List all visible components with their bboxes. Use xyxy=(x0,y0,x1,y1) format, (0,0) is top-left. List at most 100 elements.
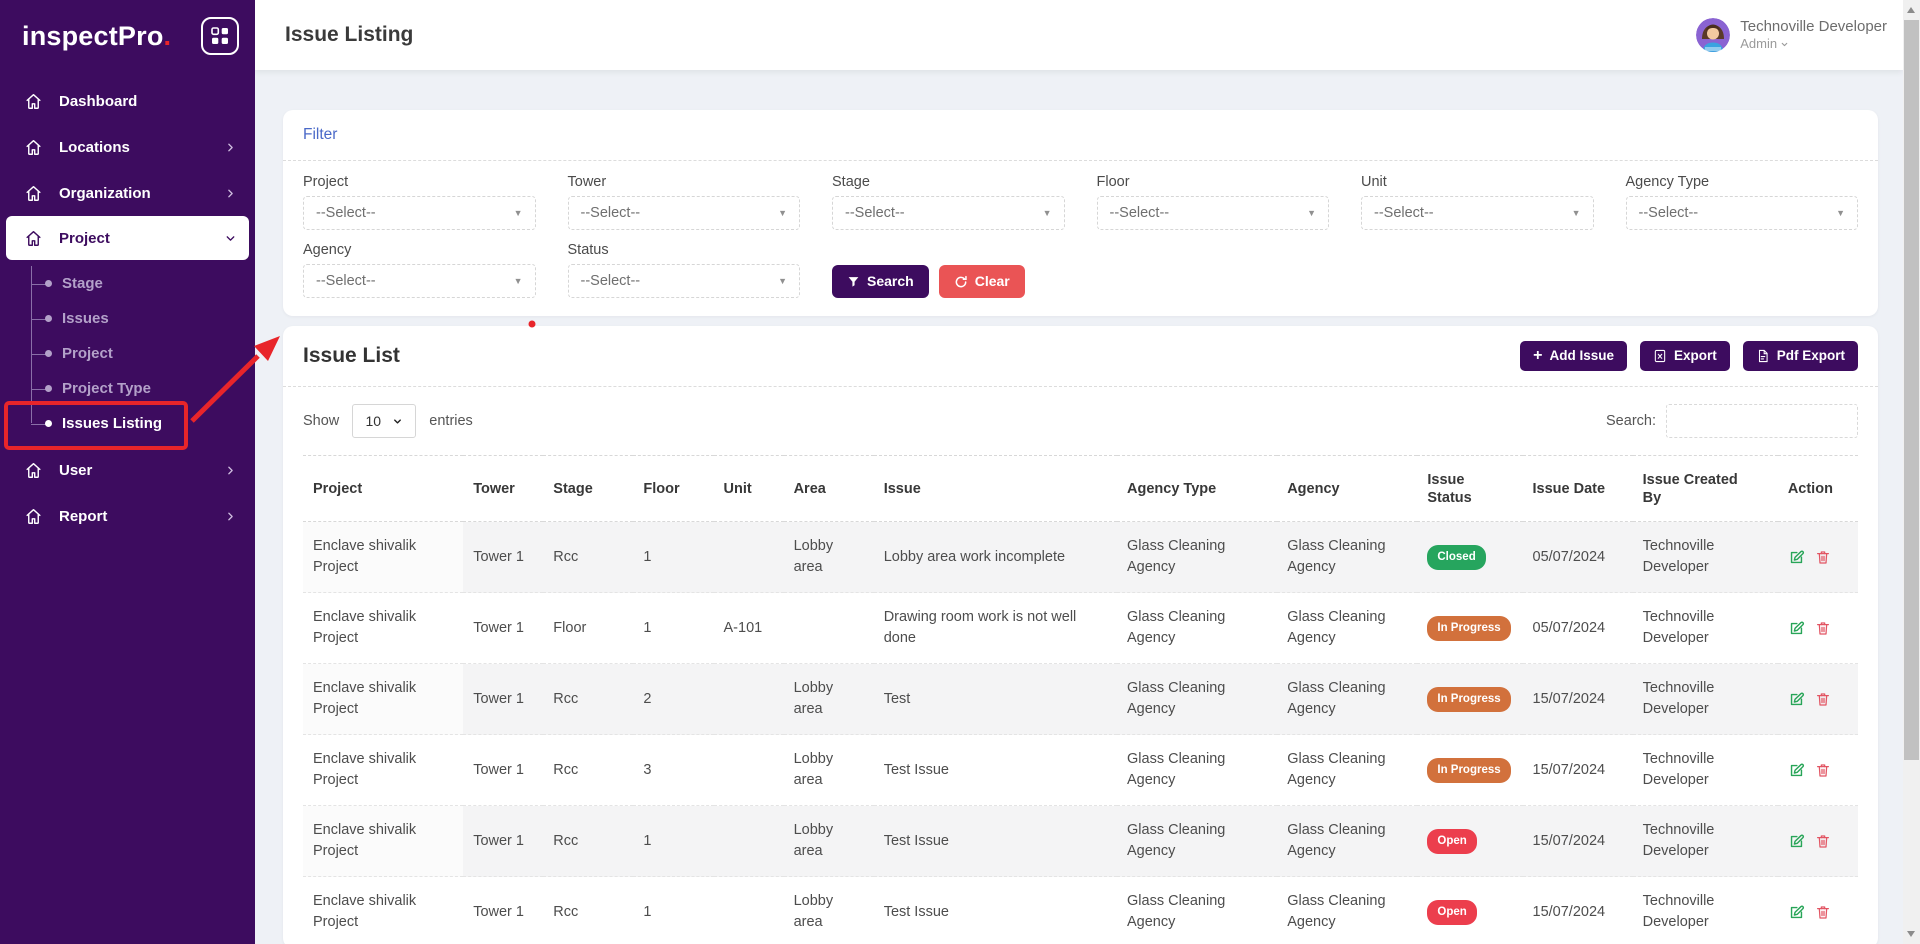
table-search-input[interactable] xyxy=(1666,404,1858,439)
column-header-tower[interactable]: Tower xyxy=(473,480,515,497)
cell-tower: Tower 1 xyxy=(473,903,524,920)
status-badge: Open xyxy=(1427,828,1477,854)
sidebar-item-user[interactable]: User xyxy=(0,447,255,493)
column-header-area[interactable]: Area xyxy=(793,480,826,497)
sidebar-item-report[interactable]: Report xyxy=(0,493,255,539)
column-header-issue[interactable]: Issue xyxy=(883,480,921,497)
column-header-issue-date[interactable]: Issue Date xyxy=(1532,480,1606,497)
cell-tower: Tower 1 xyxy=(473,690,524,707)
cell-created-by: Technoville Developer xyxy=(1642,751,1715,789)
select-arrow-icon: ▼ xyxy=(1307,208,1316,218)
cell-issue: Test Issue xyxy=(883,761,949,778)
sidebar-item-dashboard[interactable]: Dashboard xyxy=(0,78,255,124)
scroll-up-arrow-icon[interactable] xyxy=(1907,7,1915,13)
filter-select-agency-type[interactable]: --Select-- ▼ xyxy=(1625,196,1858,230)
page-size-group: Show 10 entries xyxy=(303,404,473,439)
trash-icon[interactable] xyxy=(1815,833,1831,849)
cell-area: Lobby area xyxy=(793,893,834,931)
status-badge: In Progress xyxy=(1427,686,1511,712)
sidebar-subitem-project[interactable]: Project xyxy=(0,336,255,371)
table-row: Enclave shivalik Project Tower 1 Rcc 1 Lobby… xyxy=(303,805,1858,877)
trash-icon[interactable] xyxy=(1815,762,1831,778)
column-header-action[interactable]: Action xyxy=(1787,480,1833,497)
apps-grid-icon[interactable] xyxy=(201,17,239,55)
sidebar-submenu-project: Stage Issues Project Project Type Issues Lis… xyxy=(0,260,255,447)
trash-icon[interactable] xyxy=(1815,691,1831,707)
edit-icon[interactable] xyxy=(1788,833,1805,850)
scrollbar-thumb[interactable] xyxy=(1904,20,1919,760)
column-header-stage[interactable]: Stage xyxy=(553,480,593,497)
user-text: Technoville Developer Admin xyxy=(1740,18,1887,53)
edit-icon[interactable] xyxy=(1788,620,1805,637)
page-size-select[interactable]: 10 xyxy=(352,404,417,439)
cell-created-by: Technoville Developer xyxy=(1642,893,1715,931)
cell-status: Closed xyxy=(1417,522,1522,593)
filter-actions: Search Clear xyxy=(832,242,1065,298)
cell-date: 15/07/2024 xyxy=(1532,903,1606,920)
sidebar-item-organization[interactable]: Organization xyxy=(0,170,255,216)
column-header-floor[interactable]: Floor xyxy=(643,480,680,497)
clear-button[interactable]: Clear xyxy=(938,265,1025,298)
export-button[interactable]: Export xyxy=(1639,341,1730,372)
select-value: --Select-- xyxy=(316,273,376,289)
user-role[interactable]: Admin xyxy=(1740,36,1887,52)
select-arrow-icon: ▼ xyxy=(1571,208,1581,218)
filter-select-tower[interactable]: --Select-- ▼ xyxy=(567,196,800,230)
filter-field-label: Agency xyxy=(303,242,352,258)
filter-select-agency[interactable]: --Select-- ▼ xyxy=(303,264,536,298)
edit-icon[interactable] xyxy=(1788,904,1805,921)
issues-table: Project Tower Stage Floor Unit Area Issue Agenc… xyxy=(303,455,1858,944)
pdf-export-button[interactable]: Pdf Export xyxy=(1742,341,1858,372)
cell-floor: 1 xyxy=(643,903,652,920)
edit-icon[interactable] xyxy=(1788,549,1805,566)
select-arrow-icon: ▼ xyxy=(778,276,787,286)
row-actions xyxy=(1788,833,1848,850)
sidebar-subitem-issues-listing[interactable]: Issues Listing xyxy=(0,406,255,441)
trash-icon[interactable] xyxy=(1815,549,1831,565)
scroll-down-arrow-icon[interactable] xyxy=(1907,931,1915,937)
table-row: Enclave shivalik Project Tower 1 Floor 1 A-1… xyxy=(303,593,1858,664)
cell-status: Open xyxy=(1417,806,1522,877)
select-value: --Select-- xyxy=(580,273,641,289)
status-badge: In Progress xyxy=(1427,757,1511,783)
cell-stage: Rcc xyxy=(553,690,579,707)
sidebar-subitem-issues[interactable]: Issues xyxy=(0,301,255,336)
column-header-issue-status[interactable]: Issue Status xyxy=(1427,471,1472,506)
cell-created-by: Technoville Developer xyxy=(1642,680,1715,718)
filter-select-project[interactable]: --Select-- ▼ xyxy=(303,196,536,230)
filter-field-label: Tower xyxy=(567,174,607,190)
filter-select-stage[interactable]: --Select-- ▼ xyxy=(832,196,1065,230)
main-content: Filter Project --Select-- ▼ Tower --Select--… xyxy=(255,70,1903,944)
cell-agency-type: Glass Cleaning Agency xyxy=(1127,680,1226,718)
cell-agency-type: Glass Cleaning Agency xyxy=(1127,751,1226,789)
chevron-down-icon xyxy=(224,232,237,245)
trash-icon[interactable] xyxy=(1815,620,1831,636)
cell-stage: Rcc xyxy=(553,761,579,778)
filter-select-unit[interactable]: --Select-- ▼ xyxy=(1361,196,1594,230)
avatar[interactable] xyxy=(1696,18,1731,52)
filter-select-floor[interactable]: --Select-- ▼ xyxy=(1096,196,1329,230)
home-icon xyxy=(24,184,44,203)
filter-field-floor: Floor --Select-- ▼ xyxy=(1096,174,1329,230)
trash-icon[interactable] xyxy=(1815,904,1831,920)
add-issue-button[interactable]: + Add Issue xyxy=(1520,341,1627,372)
row-actions xyxy=(1788,762,1848,779)
sidebar-subitem-stage[interactable]: Stage xyxy=(0,266,255,301)
edit-icon[interactable] xyxy=(1788,762,1805,779)
user-menu[interactable]: Technoville Developer Admin xyxy=(1696,18,1887,53)
filter-select-status[interactable]: --Select-- ▼ xyxy=(567,264,800,298)
cell-floor: 3 xyxy=(643,761,652,778)
column-header-agency[interactable]: Agency xyxy=(1287,480,1340,497)
vertical-scrollbar[interactable] xyxy=(1903,0,1920,944)
sidebar-item-project[interactable]: Project xyxy=(6,216,249,260)
column-header-project[interactable]: Project xyxy=(313,480,363,497)
column-header-agency-type[interactable]: Agency Type xyxy=(1127,480,1217,497)
column-header-issue-created-by[interactable]: Issue Created By xyxy=(1642,471,1738,506)
edit-icon[interactable] xyxy=(1788,691,1805,708)
column-header-unit[interactable]: Unit xyxy=(723,480,752,497)
sidebar-item-locations[interactable]: Locations xyxy=(0,124,255,170)
cell-status: In Progress xyxy=(1417,664,1522,735)
sidebar-subitem-project-type[interactable]: Project Type xyxy=(0,371,255,406)
search-button[interactable]: Search xyxy=(832,265,929,298)
filter-body: Project --Select-- ▼ Tower --Select-- ▼ Stage -… xyxy=(283,161,1878,316)
